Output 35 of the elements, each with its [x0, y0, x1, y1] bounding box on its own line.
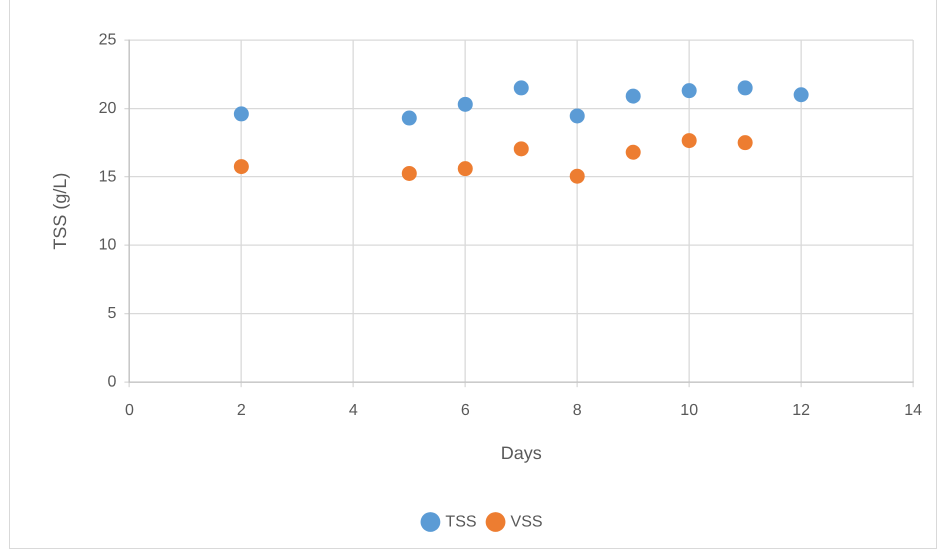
point	[738, 135, 753, 150]
point	[458, 96, 473, 112]
y-tick-label: 25	[98, 31, 116, 48]
x-tick-label: 6	[460, 402, 470, 420]
point	[626, 144, 641, 160]
x-axis-title: Days	[500, 443, 542, 464]
x-tick-label: 12	[792, 402, 810, 420]
y-tick-label: 20	[98, 100, 116, 117]
point	[234, 106, 249, 122]
point	[682, 83, 697, 98]
x-tick-label: 14	[904, 402, 922, 420]
point	[626, 88, 641, 104]
x-tick-label: 2	[236, 402, 246, 420]
point	[514, 141, 529, 156]
legend-label: VSS	[510, 513, 543, 530]
y-axis-title: TSS (g/L)	[50, 172, 70, 250]
point	[234, 159, 249, 174]
legend-label: TSS	[445, 513, 477, 530]
point	[738, 80, 753, 96]
point	[402, 110, 417, 126]
y-tick-label: 5	[107, 305, 116, 322]
x-tick-label: 0	[124, 402, 134, 420]
point	[682, 133, 697, 148]
point	[570, 108, 585, 124]
y-tick-label: 15	[98, 168, 116, 186]
x-tick-label: 8	[572, 402, 582, 420]
point	[794, 87, 809, 102]
point	[402, 166, 417, 181]
point	[570, 168, 585, 184]
point	[458, 161, 473, 176]
x-tick-label: 4	[348, 402, 358, 420]
point	[514, 80, 529, 96]
y-tick-label: 10	[98, 236, 116, 254]
y-tick-label: 0	[107, 374, 116, 391]
x-tick-label: 10	[680, 402, 698, 420]
